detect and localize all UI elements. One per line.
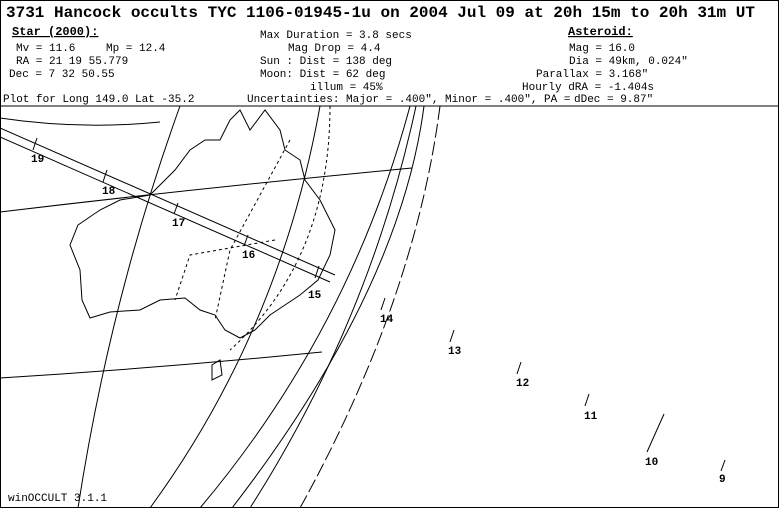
time-tick xyxy=(646,413,665,453)
time-tick xyxy=(173,202,179,215)
ground-track xyxy=(0,136,331,283)
star-mp: Mp = 12.4 xyxy=(106,43,166,55)
asteroid-parallax: Parallax = 3.168" xyxy=(536,69,648,81)
plot-location: Plot for Long 149.0 Lat -35.2 xyxy=(3,94,194,106)
time-tick xyxy=(380,297,386,311)
time-tick xyxy=(314,265,320,279)
time-label: 14 xyxy=(380,314,394,326)
time-label: 10 xyxy=(645,457,658,469)
time-tick xyxy=(243,234,249,247)
asteroid-hourly-ddec: dDec = 9.87" xyxy=(574,94,653,106)
time-label: 15 xyxy=(308,290,322,302)
parallel xyxy=(0,167,413,213)
mag-drop: Mag Drop = 4.4 xyxy=(288,43,381,55)
moon-illum: illum = 45% xyxy=(310,82,383,94)
grid-dashed xyxy=(174,239,276,301)
asteroid-mag: Mag = 16.0 xyxy=(569,43,635,55)
path-edge xyxy=(199,105,411,508)
time-label: 17 xyxy=(172,218,185,230)
max-duration: Max Duration = 3.8 secs xyxy=(260,30,412,42)
time-tick xyxy=(32,137,38,151)
earth-limb xyxy=(231,105,425,508)
time-label: 16 xyxy=(242,250,255,262)
moon-dist: Moon: Dist = 62 deg xyxy=(260,69,385,81)
time-label: 11 xyxy=(584,411,598,423)
title: 3731 Hancock occults TYC 1106-01945-1u o… xyxy=(6,4,755,22)
parallel xyxy=(0,117,161,126)
sun-dist: Sun : Dist = 138 deg xyxy=(260,56,392,68)
time-tick xyxy=(516,361,522,375)
time-tick xyxy=(102,169,108,183)
star-ra: RA = 21 19 55.779 xyxy=(16,56,128,68)
time-label: 12 xyxy=(516,378,529,390)
asteroid-dia: Dia = 49km, 0.024" xyxy=(569,56,688,68)
time-label: 13 xyxy=(448,346,462,358)
meridian xyxy=(77,105,181,508)
time-tick xyxy=(449,329,455,343)
map xyxy=(0,105,726,508)
parallel xyxy=(0,351,323,379)
star-heading: Star (2000): xyxy=(12,25,98,39)
time-label: 9 xyxy=(719,474,726,486)
time-tick xyxy=(584,393,590,407)
path-limit xyxy=(299,105,441,508)
coastline xyxy=(69,109,336,339)
asteroid-heading: Asteroid: xyxy=(568,25,633,39)
star-dec: Dec = 7 32 50.55 xyxy=(9,69,115,81)
path-center xyxy=(229,105,331,351)
time-tick xyxy=(720,459,726,472)
star-mv: Mv = 11.6 xyxy=(16,43,75,55)
coastline xyxy=(211,359,223,381)
path-edge xyxy=(249,105,417,508)
uncertainties: Uncertainties: Major = .400", Minor = .4… xyxy=(247,94,570,106)
asteroid-hourly-dra: Hourly dRA = -1.404s xyxy=(522,82,654,94)
time-label: 19 xyxy=(31,154,44,166)
software-version: winOCCULT 3.1.1 xyxy=(8,493,107,505)
time-label: 18 xyxy=(102,186,116,198)
meridian xyxy=(149,105,321,508)
ground-track xyxy=(0,127,336,276)
